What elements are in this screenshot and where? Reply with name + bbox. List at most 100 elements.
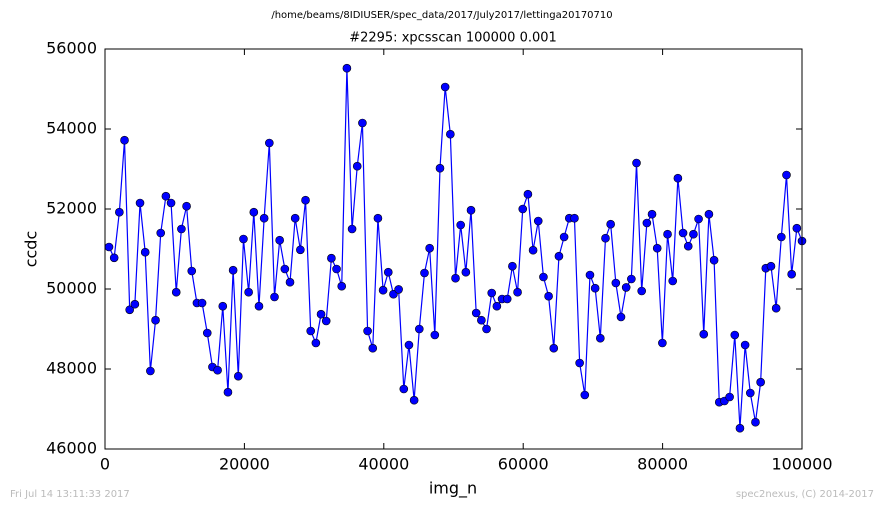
data-point xyxy=(673,173,683,183)
data-point xyxy=(554,251,564,261)
data-point xyxy=(115,207,124,217)
data-point xyxy=(104,242,114,252)
data-point xyxy=(523,189,533,199)
suptitle: /home/beams/8IDIUSER/spec_data/2017/July… xyxy=(271,10,612,21)
data-point xyxy=(658,338,667,348)
data-point xyxy=(311,338,321,348)
data-point xyxy=(616,312,626,322)
data-point xyxy=(787,269,796,279)
data-point xyxy=(461,267,471,277)
data-point xyxy=(559,232,569,242)
data-point xyxy=(766,261,776,271)
data-point xyxy=(415,324,424,334)
data-point xyxy=(239,234,248,244)
data-point xyxy=(683,241,693,251)
data-point xyxy=(301,195,310,205)
data-point xyxy=(254,301,264,311)
data-point xyxy=(358,118,367,128)
data-point xyxy=(735,423,745,433)
data-point xyxy=(689,229,698,239)
data-point xyxy=(394,285,403,294)
data-point xyxy=(771,303,781,313)
data-point xyxy=(544,291,553,301)
y-tick-label: 48000 xyxy=(46,359,97,378)
data-point xyxy=(435,163,445,173)
data-point xyxy=(777,232,786,242)
data-point xyxy=(782,170,791,180)
x-tick-label: 20000 xyxy=(219,455,270,474)
data-point xyxy=(166,198,176,208)
data-point xyxy=(327,253,336,263)
x-tick-label: 40000 xyxy=(358,455,409,474)
data-point xyxy=(275,235,284,245)
data-point xyxy=(342,63,352,73)
data-point xyxy=(647,209,657,219)
data-point xyxy=(611,278,621,288)
data-point xyxy=(202,328,212,338)
data-point xyxy=(425,243,434,253)
data-point xyxy=(694,214,703,224)
data-point xyxy=(456,220,465,230)
data-point xyxy=(580,390,590,400)
data-point xyxy=(745,388,755,398)
data-point xyxy=(409,395,419,405)
data-point xyxy=(182,201,191,211)
plot-frame xyxy=(104,48,803,450)
data-point xyxy=(213,365,222,375)
data-point xyxy=(751,417,760,427)
data-point xyxy=(663,229,672,239)
data-point xyxy=(156,228,166,238)
data-point xyxy=(792,223,802,233)
data-point xyxy=(378,285,388,295)
data-point xyxy=(668,276,678,286)
data-point xyxy=(223,387,233,397)
x-tick-label: 0 xyxy=(100,455,110,474)
data-point xyxy=(513,287,522,297)
data-point xyxy=(347,224,357,234)
data-point xyxy=(725,392,734,402)
data-point xyxy=(368,343,378,353)
data-point xyxy=(249,207,259,217)
data-point xyxy=(187,266,197,276)
data-point xyxy=(228,265,238,275)
data-point xyxy=(383,267,393,277)
data-point xyxy=(590,283,600,293)
data-point xyxy=(218,301,228,311)
data-point xyxy=(161,191,171,201)
data-point xyxy=(621,283,631,292)
data-point xyxy=(140,247,150,257)
x-tick-label: 80000 xyxy=(637,455,688,474)
y-tick-label: 52000 xyxy=(46,199,97,218)
data-point xyxy=(265,138,274,148)
data-point xyxy=(637,286,646,296)
series-line xyxy=(108,68,803,429)
data-point xyxy=(290,213,300,223)
data-point xyxy=(596,333,605,343)
data-point xyxy=(270,292,279,302)
data-point xyxy=(233,371,243,381)
data-point xyxy=(296,245,305,255)
data-point xyxy=(399,384,409,394)
data-point xyxy=(482,324,491,334)
data-point xyxy=(570,213,579,223)
data-point xyxy=(259,213,269,223)
y-tick-label: 56000 xyxy=(46,39,97,58)
data-point xyxy=(627,274,636,284)
data-point xyxy=(440,82,450,92)
data-point xyxy=(197,298,207,308)
data-point xyxy=(502,294,512,304)
data-point xyxy=(518,204,528,214)
y-tick-label: 54000 xyxy=(46,119,97,138)
data-point xyxy=(575,358,584,368)
data-point xyxy=(373,213,383,223)
y-tick-label: 46000 xyxy=(46,439,97,458)
data-point xyxy=(549,343,559,353)
y-tick-label: 50000 xyxy=(46,279,97,298)
data-point xyxy=(652,243,662,253)
data-point xyxy=(352,161,362,171)
data-point xyxy=(709,255,719,265)
data-point xyxy=(332,264,341,274)
data-point xyxy=(539,272,548,282)
data-point xyxy=(135,198,145,208)
